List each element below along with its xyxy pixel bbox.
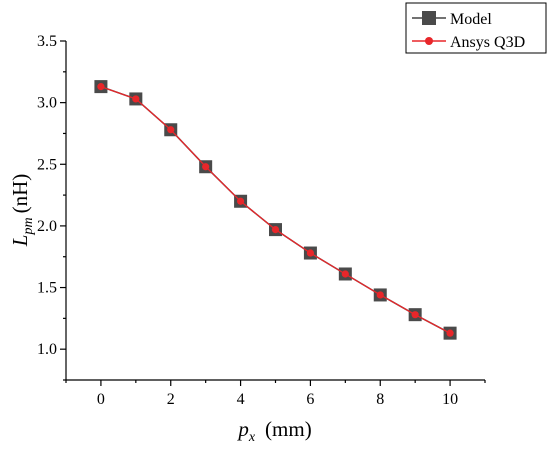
legend: Model Ansys Q3D (405, 2, 547, 54)
x-axis-label: px (mm) (236, 417, 311, 445)
x-tick-label: 10 (442, 391, 458, 408)
data-point-ansys-q3d (236, 197, 245, 205)
x-tick-label: 2 (167, 391, 175, 408)
y-axis-label-unit: (nH) (8, 174, 32, 214)
y-tick-label: 1.5 (37, 280, 57, 297)
data-point-ansys-q3d (97, 83, 105, 91)
legend-ansys-label: Ansys Q3D (450, 34, 525, 51)
data-point-ansys-q3d (271, 226, 280, 234)
legend-model-label: Model (450, 11, 492, 28)
data-point-ansys-q3d (132, 95, 140, 103)
data-point-ansys-q3d (306, 249, 315, 257)
x-tick-label: 0 (97, 391, 105, 408)
data-point-ansys-q3d (411, 311, 419, 319)
data-point-ansys-q3d (446, 329, 454, 337)
x-axis-label-sub: x (248, 430, 256, 445)
y-axis-label: Lpm (nH) (8, 174, 36, 247)
plot-area (94, 80, 457, 340)
y-tick-label: 2.5 (37, 156, 57, 173)
y-tick-label: 3.5 (37, 33, 57, 50)
series-line-ansys-q3d (100, 85, 451, 334)
x-tick-label: 8 (376, 391, 384, 408)
data-point-ansys-q3d (202, 163, 210, 171)
x-tick-label: 4 (237, 391, 245, 408)
y-ticks: 1.0 1.5 2.0 2.5 3.0 3.5 (37, 33, 66, 381)
x-ticks: 0 2 4 6 8 10 (65, 380, 486, 408)
y-tick-label: 2.0 (37, 218, 57, 235)
series-line-model (100, 85, 451, 334)
y-tick-label: 3.0 (37, 95, 57, 112)
data-point-ansys-q3d (341, 270, 349, 278)
legend-model-marker (422, 11, 436, 25)
y-tick-label: 1.0 (37, 341, 57, 358)
x-tick-label: 6 (306, 391, 314, 408)
y-axis-label-main: L (8, 235, 32, 248)
data-point-ansys-q3d (376, 291, 384, 299)
legend-ansys-marker (425, 37, 433, 45)
x-axis-label-main: p (236, 417, 249, 441)
data-point-ansys-q3d (167, 126, 175, 134)
y-axis-label-sub: pm (21, 217, 36, 235)
x-axis-label-unit: (mm) (265, 417, 312, 441)
